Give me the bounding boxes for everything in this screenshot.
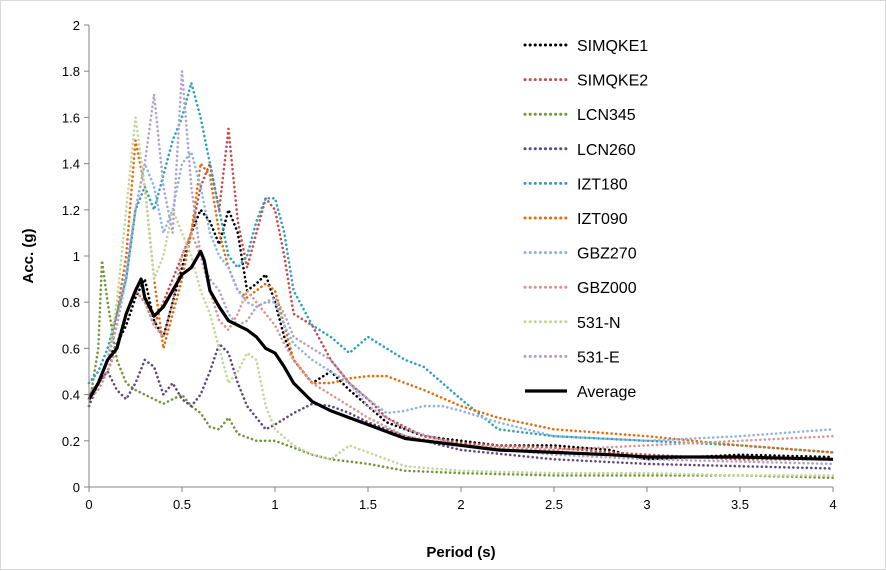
y-tick-label: 0.2 bbox=[62, 434, 80, 449]
legend-label: 531-E bbox=[577, 349, 620, 366]
series-line-lcn345 bbox=[87, 259, 835, 480]
legend-label: LCN345 bbox=[577, 107, 636, 124]
legend-label: 531-N bbox=[577, 315, 621, 332]
series-line-average bbox=[87, 249, 834, 461]
series-line-simqke1 bbox=[87, 208, 835, 461]
y-tick-label: 0.6 bbox=[62, 341, 80, 356]
legend-label: GBZ000 bbox=[577, 280, 637, 297]
y-tick-label: 1.2 bbox=[62, 203, 80, 218]
series-line-simqke2 bbox=[87, 127, 835, 461]
y-tick-label: 0.8 bbox=[62, 295, 80, 310]
x-tick-label: 3.5 bbox=[731, 497, 749, 512]
x-tick-label: 0 bbox=[85, 497, 92, 512]
plot-lines bbox=[87, 69, 835, 480]
series-line-gbz270 bbox=[87, 150, 835, 443]
y-tick-label: 1.6 bbox=[62, 110, 80, 125]
x-tick-label: 1.5 bbox=[359, 497, 377, 512]
x-tick-label: 2 bbox=[457, 497, 464, 512]
legend-label: Average bbox=[577, 384, 636, 401]
series-line-531-e bbox=[87, 69, 835, 466]
series-line-531-n bbox=[87, 116, 835, 477]
legend-label: SIMQKE1 bbox=[577, 38, 648, 55]
y-tick-label: 0 bbox=[73, 480, 80, 495]
legend-label: IZT090 bbox=[577, 211, 628, 228]
legend-label: SIMQKE2 bbox=[577, 73, 648, 90]
y-tick-label: 2 bbox=[73, 18, 80, 33]
x-ticks: 0 0.5 1 1.5 2 2.5 3 3.5 4 bbox=[85, 487, 837, 512]
y-tick-label: 1.4 bbox=[62, 157, 80, 172]
x-tick-label: 4 bbox=[829, 497, 836, 512]
legend-label: IZT180 bbox=[577, 176, 628, 193]
x-tick-label: 2.5 bbox=[545, 497, 563, 512]
x-tick-label: 3 bbox=[643, 497, 650, 512]
legend-label: GBZ270 bbox=[577, 246, 637, 263]
x-tick-label: 0.5 bbox=[173, 497, 191, 512]
y-tick-label: 1.8 bbox=[62, 64, 80, 79]
x-axis-title: Period (s) bbox=[426, 544, 495, 561]
x-tick-label: 1 bbox=[271, 497, 278, 512]
legend: SIMQKE1 SIMQKE2 LCN345 LCN260 IZT180 IZT090 GB… bbox=[523, 38, 648, 401]
y-tick-label: 1 bbox=[73, 249, 80, 264]
y-axis-title: Acc. (g) bbox=[20, 228, 37, 283]
y-ticks: 0 0.2 0.4 0.6 0.8 1 1.2 1.4 1.6 1.8 2 bbox=[62, 18, 89, 495]
series-line-lcn260 bbox=[87, 342, 835, 470]
series-line-izt180 bbox=[87, 81, 835, 454]
y-tick-label: 0.4 bbox=[62, 388, 80, 403]
legend-label: LCN260 bbox=[577, 142, 636, 159]
series-line-gbz000 bbox=[87, 231, 835, 452]
